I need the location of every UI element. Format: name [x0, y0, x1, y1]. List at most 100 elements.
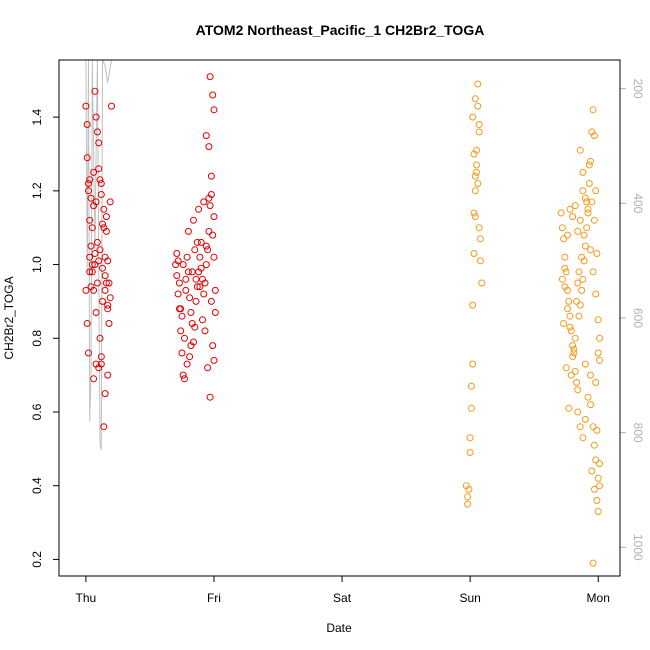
- data-point: [581, 242, 589, 250]
- data-point: [192, 297, 200, 305]
- data-point: [205, 143, 213, 151]
- data-point: [574, 408, 582, 416]
- data-point: [83, 154, 91, 162]
- data-point: [475, 128, 483, 136]
- data-point: [182, 286, 190, 294]
- data-point: [578, 253, 586, 261]
- data-point: [101, 272, 109, 280]
- data-point: [207, 172, 215, 180]
- data-point: [209, 91, 217, 99]
- data-point: [590, 216, 598, 224]
- data-point: [465, 485, 473, 493]
- data-point: [206, 73, 214, 81]
- data-point: [573, 379, 580, 386]
- data-point: [100, 423, 108, 431]
- x-axis-label: Date: [326, 621, 352, 635]
- data-point: [581, 360, 589, 368]
- data-point: [464, 500, 472, 508]
- data-point: [179, 371, 187, 379]
- data-point: [204, 364, 212, 372]
- data-point: [576, 216, 584, 224]
- data-point: [177, 305, 185, 313]
- data-point: [561, 264, 569, 272]
- data-point: [578, 286, 586, 294]
- data-point: [85, 180, 92, 187]
- data-point: [583, 198, 591, 206]
- data-point: [211, 309, 219, 316]
- data-point: [183, 360, 191, 368]
- data-point: [475, 224, 483, 232]
- data-point: [100, 205, 108, 213]
- data-point: [466, 434, 474, 442]
- data-point: [95, 165, 103, 173]
- data-point: [191, 323, 199, 331]
- y-tick-label: 0.4: [30, 477, 44, 494]
- data-point: [474, 180, 482, 187]
- data-point: [561, 283, 569, 291]
- data-point: [596, 334, 603, 342]
- data-point: [590, 132, 598, 140]
- data-point: [92, 309, 100, 316]
- data-point: [473, 161, 480, 169]
- data-point: [207, 297, 215, 305]
- data-point: [580, 231, 588, 239]
- data-point: [593, 250, 601, 257]
- data-point: [190, 216, 197, 224]
- data-point: [592, 456, 600, 464]
- data-point: [193, 238, 201, 246]
- chart-title: ATOM2 Northeast_Pacific_1 CH2Br2_TOGA: [196, 22, 485, 38]
- data-point: [106, 294, 114, 302]
- data-point: [571, 334, 579, 342]
- data-point: [99, 264, 106, 272]
- data-point: [87, 242, 95, 250]
- data-point: [177, 327, 185, 335]
- y-tick-label: 0.6: [30, 403, 44, 420]
- plot-box: [58, 59, 621, 577]
- data-point: [576, 146, 584, 154]
- data-point: [576, 423, 584, 431]
- data-point: [105, 279, 113, 287]
- data-point: [178, 312, 186, 320]
- data-point: [596, 460, 603, 468]
- data-point: [86, 176, 94, 184]
- data-point: [585, 180, 593, 187]
- data-point: [561, 253, 569, 261]
- data-point: [90, 375, 98, 383]
- data-point: [478, 279, 486, 287]
- data-point: [588, 198, 596, 206]
- data-point: [186, 294, 194, 302]
- data-point: [466, 449, 474, 456]
- data-point: [92, 113, 100, 121]
- data-point: [592, 379, 600, 386]
- data-point: [579, 187, 587, 195]
- data-point: [573, 297, 580, 305]
- data-point: [594, 508, 602, 515]
- y-tick-label: 1.0: [30, 256, 44, 273]
- data-point: [566, 205, 574, 213]
- data-point: [193, 283, 201, 291]
- data-point: [570, 349, 578, 357]
- data-point: [202, 242, 210, 250]
- data-point: [596, 482, 603, 490]
- data-points: [82, 73, 603, 567]
- data-point: [589, 268, 597, 276]
- data-point: [196, 253, 204, 261]
- data-point: [594, 349, 602, 357]
- data-point: [92, 198, 100, 206]
- data-point: [587, 157, 594, 165]
- data-point: [93, 279, 101, 287]
- data-point: [209, 342, 217, 350]
- data-point: [585, 161, 593, 169]
- data-point: [579, 275, 587, 283]
- data-point: [596, 356, 603, 364]
- data-point: [594, 474, 602, 482]
- data-point: [83, 121, 91, 128]
- data-point: [593, 496, 601, 504]
- data-point: [96, 334, 104, 342]
- data-point: [181, 334, 188, 342]
- data-point: [570, 345, 578, 353]
- data-point: [85, 349, 92, 357]
- data-point: [469, 360, 477, 368]
- x-tick-label: Mon: [587, 591, 610, 605]
- data-point: [476, 257, 484, 265]
